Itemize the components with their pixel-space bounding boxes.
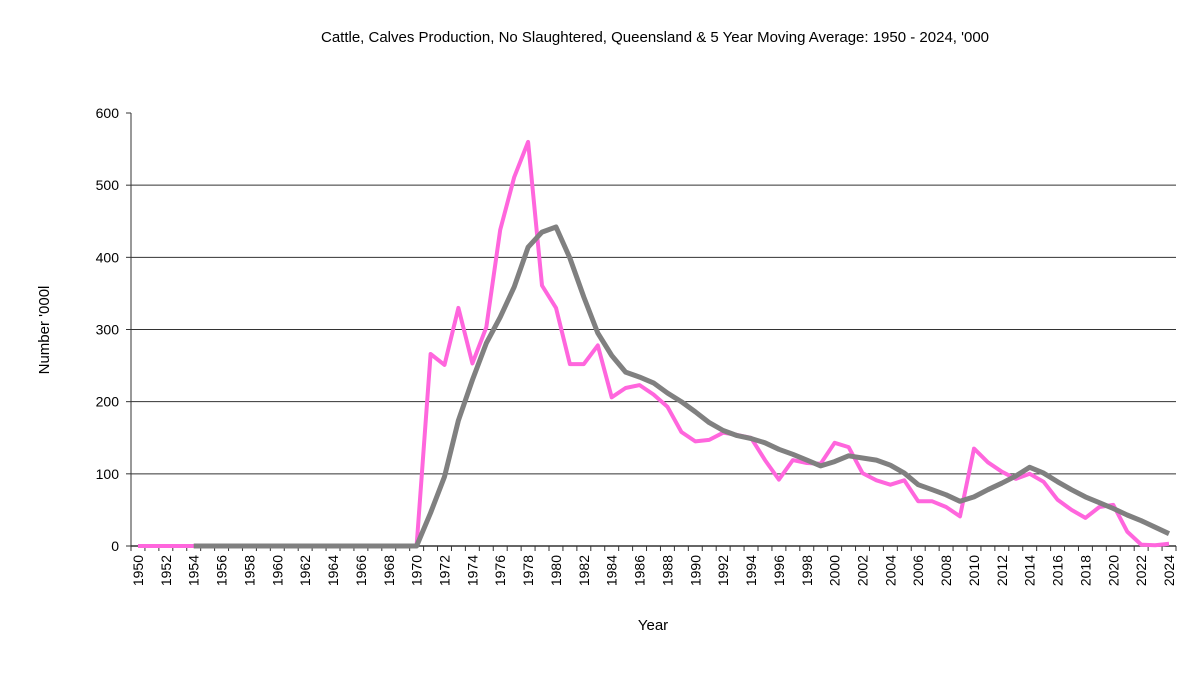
x-tick-label: 2008 <box>938 555 954 586</box>
x-tick-label: 2010 <box>966 555 982 586</box>
x-tick-label: 1968 <box>381 555 397 586</box>
x-tick-label: 1960 <box>269 555 285 586</box>
x-tick-label: 1950 <box>130 555 146 586</box>
x-tick-label: 1994 <box>743 555 759 586</box>
x-tick-label: 1992 <box>715 555 731 586</box>
x-tick-label: 1978 <box>520 555 536 586</box>
y-tick-label: 100 <box>96 466 120 482</box>
series-lines <box>138 139 1171 549</box>
x-tick-label: 2002 <box>855 555 871 586</box>
y-tick-labels: 0 100 200 300 400 500 600 <box>96 105 120 554</box>
chart-title: Cattle, Calves Production, No Slaughtere… <box>320 29 990 46</box>
y-axis-title: Number '000l <box>36 286 53 375</box>
x-tick-label: 1958 <box>241 555 257 586</box>
y-tick-label: 600 <box>96 105 120 121</box>
y-tick-label: 0 <box>111 538 119 554</box>
x-tick-label: 1970 <box>409 555 425 586</box>
x-axis-title: Year <box>638 617 668 634</box>
x-tick-label: 1976 <box>492 555 508 586</box>
x-tick-labels: 1950 1952 1954 1956 1958 1960 1962 1964 1966 1968… <box>130 555 1177 586</box>
x-tick-label: 2004 <box>882 555 898 586</box>
x-tick-label: 1986 <box>632 555 648 586</box>
x-tick-label: 1952 <box>158 555 174 586</box>
x-tick-label: 2012 <box>994 555 1010 586</box>
x-tick-label: 2016 <box>1050 555 1066 586</box>
x-tick-label: 1956 <box>214 555 230 586</box>
x-tick-label: 1998 <box>799 555 815 586</box>
x-tick-label: 2006 <box>910 555 926 586</box>
x-tick-label: 1980 <box>548 555 564 586</box>
series-line-calves-slaughtered <box>138 139 1170 548</box>
x-tick-label: 2018 <box>1077 555 1093 586</box>
y-tick-label: 500 <box>96 177 120 193</box>
x-tick-label: 2022 <box>1133 555 1149 586</box>
x-tick-label: 1982 <box>576 555 592 586</box>
x-tick-label: 1964 <box>325 555 341 586</box>
x-tick-label: 2014 <box>1022 555 1038 586</box>
x-tick-label: 1954 <box>186 555 202 586</box>
series-line-moving-average <box>193 224 1171 549</box>
gridlines <box>131 184 1176 475</box>
x-tick-label: 1988 <box>659 555 675 586</box>
x-tick-label: 2000 <box>827 555 843 586</box>
x-tick-label: 2024 <box>1161 555 1177 586</box>
x-tick-label: 1962 <box>297 555 313 586</box>
x-tick-label: 2020 <box>1105 555 1121 586</box>
x-tick-label: 1990 <box>687 555 703 586</box>
x-tick-label: 1996 <box>771 555 787 586</box>
x-tick-label: 1974 <box>464 555 480 586</box>
x-tick-label: 1972 <box>437 555 453 586</box>
y-tick-label: 300 <box>96 322 120 338</box>
x-tick-label: 1984 <box>604 555 620 586</box>
x-tick-label: 1966 <box>353 555 369 586</box>
y-tick-label: 200 <box>96 394 120 410</box>
y-tick-label: 400 <box>96 249 120 265</box>
